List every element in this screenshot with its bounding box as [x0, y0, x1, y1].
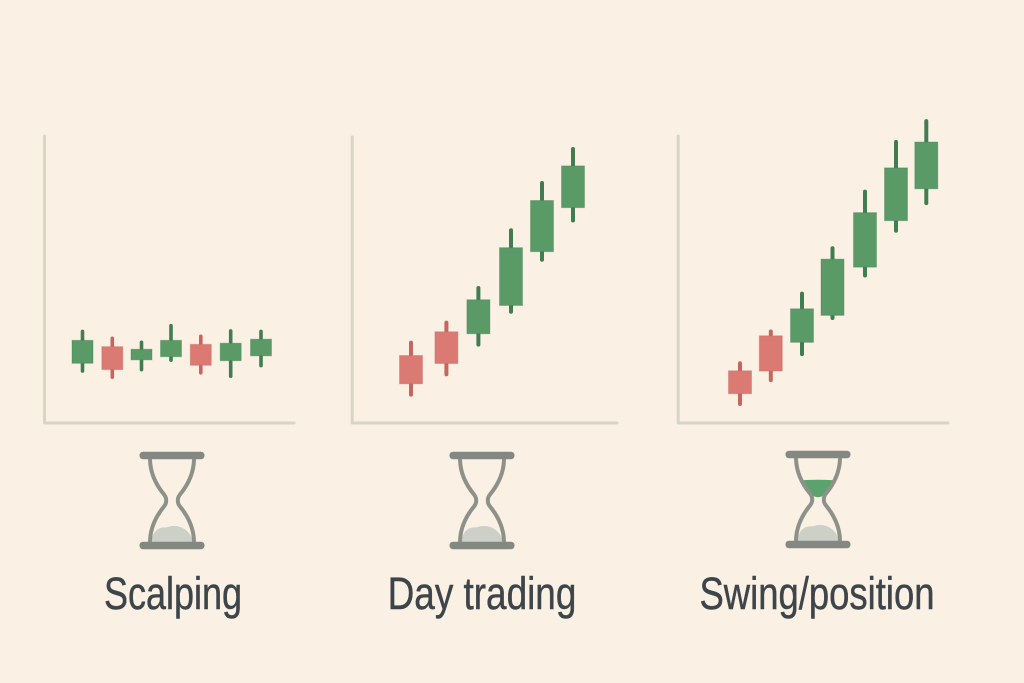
hourglass-icon-swing-position: [785, 450, 851, 549]
scalping-chart: [43, 134, 296, 425]
candle-down: [434, 320, 459, 377]
hourglass-icon-scalping: [139, 451, 205, 550]
panel-label-swing-position: Swing/position: [699, 568, 935, 619]
candle-up: [790, 291, 814, 357]
candle-down: [399, 340, 423, 397]
candle-up: [130, 340, 153, 372]
candle-body: [820, 258, 845, 316]
candle-body: [71, 339, 94, 364]
panel-label-scalping: Scalping: [103, 568, 243, 619]
candle-up: [530, 181, 554, 262]
hourglass-sand-bottom: [461, 525, 503, 542]
candle-up: [561, 147, 585, 223]
candle-body: [101, 346, 124, 371]
candle-body: [499, 247, 523, 306]
candle-up: [250, 329, 272, 368]
candle-down: [758, 329, 783, 383]
candle-body: [160, 339, 182, 358]
hourglass-sand-bottom: [151, 525, 193, 542]
candle-up: [914, 119, 939, 206]
candle-down: [189, 334, 212, 375]
panel-label-day-trading: Day trading: [387, 568, 577, 619]
chart-axis: [350, 135, 619, 425]
candle-body: [914, 141, 939, 190]
candle-body: [853, 212, 877, 268]
candle-body: [466, 299, 491, 335]
candle-body: [130, 348, 153, 361]
candle-down: [728, 361, 752, 407]
candle-up: [884, 140, 908, 233]
candle-up: [219, 329, 242, 379]
swing-position-chart: [676, 119, 950, 425]
candle-body: [728, 370, 752, 395]
candle-up: [160, 323, 182, 362]
hourglass-sand-bottom: [797, 524, 839, 541]
chart-axis: [676, 134, 950, 425]
candle-body: [250, 338, 272, 357]
chart-axis: [43, 134, 296, 425]
candle-body: [884, 167, 908, 222]
day-trading-chart: [350, 135, 619, 425]
candle-down: [101, 336, 124, 379]
candle-body: [561, 165, 585, 209]
candle-up: [499, 228, 523, 314]
candle-body: [189, 343, 212, 366]
candle-up: [820, 246, 845, 320]
candle-body: [399, 355, 423, 385]
hourglass-icon-day-trading: [449, 451, 515, 550]
candle-body: [434, 331, 459, 365]
candle-body: [790, 308, 814, 343]
candle-up: [853, 189, 877, 278]
candle-body: [530, 199, 554, 253]
candle-body: [219, 342, 242, 362]
candle-up: [466, 286, 491, 347]
candle-body: [758, 335, 783, 372]
candle-up: [71, 329, 94, 373]
